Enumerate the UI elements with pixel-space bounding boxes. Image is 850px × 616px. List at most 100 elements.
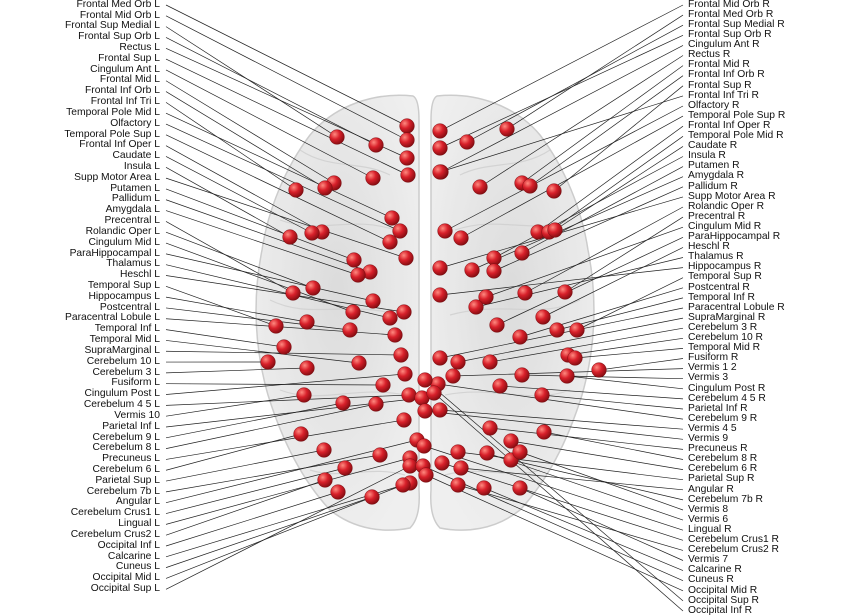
left-region-node bbox=[396, 304, 412, 320]
left-region-node bbox=[296, 387, 312, 403]
left-region-label: Rolandic Oper L bbox=[85, 225, 160, 237]
left-region-label: Temporal Inf L bbox=[94, 323, 160, 335]
right-hemisphere bbox=[430, 94, 595, 531]
left-connector-line bbox=[165, 166, 291, 238]
left-region-label: Lingual L bbox=[118, 518, 160, 530]
right-region-label: Cerebelum 9 R bbox=[688, 412, 758, 424]
right-connector-line bbox=[548, 136, 684, 233]
left-region-label: Precuneus L bbox=[102, 453, 160, 465]
left-region-node bbox=[396, 412, 412, 428]
right-connector-line bbox=[499, 385, 684, 400]
left-region-node bbox=[316, 442, 332, 458]
left-connector-line bbox=[165, 419, 405, 460]
left-region-node bbox=[299, 314, 315, 330]
right-region-node bbox=[569, 322, 585, 338]
right-connector-line bbox=[486, 452, 684, 521]
left-region-node bbox=[393, 347, 409, 363]
right-connector-line bbox=[496, 236, 684, 326]
right-region-node bbox=[453, 460, 469, 476]
left-region-label: Cingulum Post L bbox=[84, 388, 160, 400]
left-region-node bbox=[365, 293, 381, 309]
right-connector-line bbox=[541, 394, 684, 410]
left-region-label: Parietal Inf L bbox=[102, 420, 160, 432]
left-connector-line bbox=[165, 47, 408, 159]
right-connector-line bbox=[441, 462, 684, 541]
left-connector-line bbox=[165, 433, 302, 471]
left-region-node bbox=[276, 339, 292, 355]
left-region-node bbox=[372, 447, 388, 463]
right-connector-line bbox=[439, 95, 684, 173]
right-region-label: Calcarine R bbox=[688, 564, 742, 576]
right-region-node bbox=[426, 385, 442, 401]
right-region-node bbox=[499, 121, 515, 137]
left-region-label: Frontal Sup L bbox=[98, 52, 160, 64]
right-region-node bbox=[512, 444, 528, 460]
right-region-node bbox=[437, 223, 453, 239]
left-connector-line bbox=[165, 465, 411, 590]
right-connector-line bbox=[439, 4, 684, 132]
left-connector-line bbox=[165, 457, 411, 525]
right-connector-line bbox=[424, 410, 684, 440]
right-connector-line bbox=[425, 474, 684, 592]
right-region-node bbox=[432, 140, 448, 156]
right-region-label: Occipital Mid R bbox=[688, 584, 758, 596]
right-region-node bbox=[547, 222, 563, 238]
left-region-label: Cuneus L bbox=[115, 561, 160, 573]
right-region-label: Cerebelum 6 R bbox=[688, 463, 758, 475]
right-region-node bbox=[417, 403, 433, 419]
left-region-label: Postcentral L bbox=[99, 301, 160, 313]
left-region-node bbox=[304, 225, 320, 241]
right-region-label: Temporal Sup R bbox=[688, 271, 762, 283]
right-connector-line bbox=[510, 459, 684, 501]
right-region-label: Vermis 1 2 bbox=[688, 362, 737, 374]
right-region-label: Rolandic Oper R bbox=[688, 200, 765, 212]
right-connector-line bbox=[521, 374, 684, 380]
right-region-label: Caudate R bbox=[688, 140, 738, 152]
right-region-label: Temporal Pole Sup R bbox=[688, 109, 786, 121]
right-region-label: Temporal Pole Mid R bbox=[688, 130, 784, 141]
right-region-label: Cerebelum Crus1 R bbox=[688, 534, 779, 545]
left-connector-line bbox=[165, 296, 308, 323]
left-connector-line bbox=[165, 394, 305, 417]
right-region-node bbox=[567, 350, 583, 366]
left-region-label: ParaHippocampal L bbox=[69, 247, 160, 259]
left-region-label: Frontal Med Orb L bbox=[76, 0, 160, 10]
left-region-node bbox=[337, 460, 353, 476]
right-region-label: Insula R bbox=[688, 150, 726, 162]
left-connector-line bbox=[165, 58, 409, 176]
left-connector-line bbox=[165, 367, 308, 374]
right-connector-line bbox=[529, 75, 684, 187]
left-region-node bbox=[317, 472, 333, 488]
right-region-node bbox=[591, 362, 607, 378]
left-connector-line bbox=[165, 402, 344, 439]
left-connector-line bbox=[165, 123, 401, 232]
right-region-node bbox=[432, 402, 448, 418]
right-connector-line bbox=[510, 440, 684, 470]
right-region-node bbox=[445, 368, 461, 384]
right-region-label: Frontal Med Orb R bbox=[688, 8, 774, 20]
right-region-label: Frontal Mid R bbox=[688, 59, 750, 71]
right-region-label: Frontal Inf Tri R bbox=[688, 89, 759, 101]
left-region-label: Temporal Pole Sup L bbox=[64, 128, 160, 140]
right-connector-line bbox=[519, 451, 684, 511]
right-connector-line bbox=[554, 146, 684, 231]
right-region-node bbox=[464, 262, 480, 278]
left-connector-line bbox=[165, 275, 405, 313]
left-region-label: Frontal Sup Medial L bbox=[64, 20, 160, 32]
left-region-node bbox=[351, 355, 367, 371]
right-connector-line bbox=[542, 247, 684, 318]
left-region-label: Vermis 10 bbox=[114, 409, 160, 421]
right-region-label: Cerebelum 7b R bbox=[688, 493, 763, 505]
right-connector-line bbox=[457, 317, 684, 363]
left-region-node bbox=[382, 234, 398, 250]
right-connector-line bbox=[567, 337, 684, 356]
right-region-label: Cerebelum 3 R bbox=[688, 321, 758, 333]
left-region-node bbox=[384, 210, 400, 226]
right-connector-line bbox=[489, 327, 684, 363]
left-region-node bbox=[346, 252, 362, 268]
left-region-label: Temporal Sup L bbox=[87, 280, 160, 292]
left-connector-line bbox=[165, 394, 410, 406]
left-region-node bbox=[387, 327, 403, 343]
right-region-node bbox=[418, 467, 434, 483]
right-region-label: Vermis 8 bbox=[688, 503, 729, 515]
